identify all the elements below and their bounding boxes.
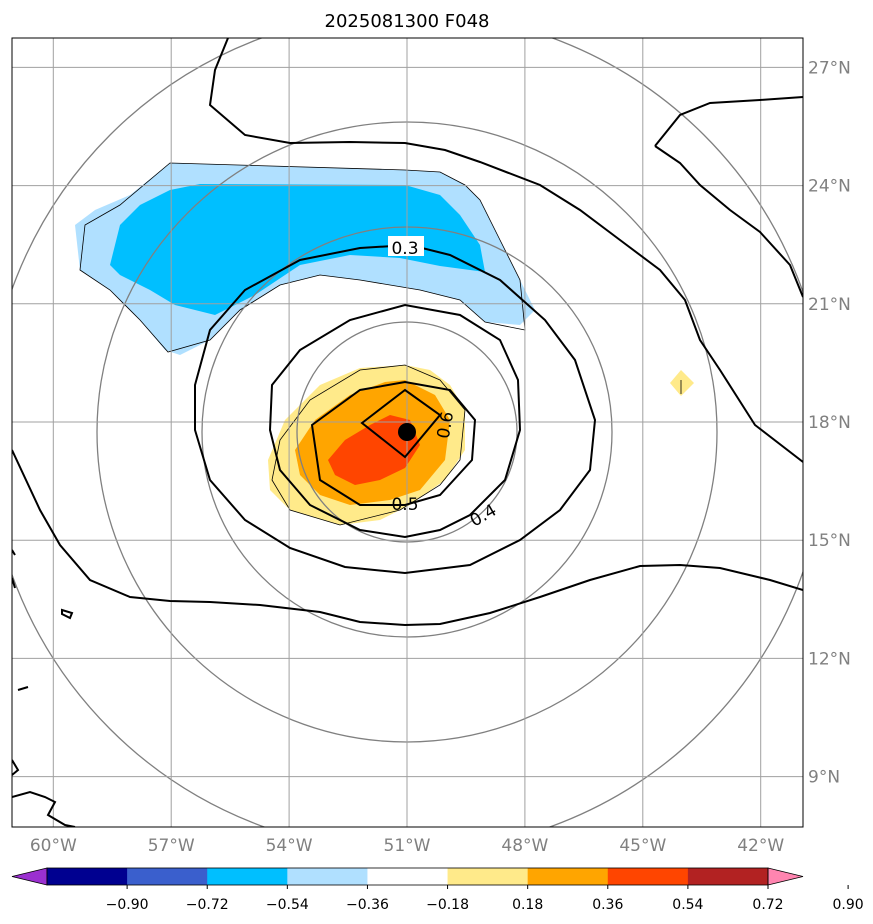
contour-label-0.6: 0.6: [434, 410, 458, 440]
colorbar-extend-low: [11, 867, 48, 886]
colorbar-segment: [607, 868, 689, 885]
latitude-labels: 27°N 24°N 21°N 18°N 15°N 12°N 9°N: [808, 58, 851, 787]
anomaly-outline: [79, 162, 682, 526]
colorbar-tick-label: 0.18: [512, 897, 543, 913]
colorbar-segment: [447, 868, 529, 885]
colorbar: [11, 867, 804, 886]
lat-label: 18°N: [808, 413, 851, 433]
contour-label-0.3: 0.3: [391, 239, 418, 259]
colorbar-segment: [127, 868, 208, 885]
graticule: [12, 38, 803, 827]
colorbar-tick-label: −0.18: [426, 897, 469, 913]
colorbar-segment: [687, 868, 769, 885]
lon-label: 45°W: [619, 836, 666, 856]
map-frame: [11, 37, 804, 828]
map-area: 0.3 0.4 0.5 0.6: [12, 38, 803, 827]
lat-label: 9°N: [808, 768, 840, 788]
colorbar-segment: [287, 868, 368, 885]
colorbar-tick-label: −0.54: [266, 897, 309, 913]
lon-label: 48°W: [501, 836, 548, 856]
colorbar-segment: [207, 868, 288, 885]
lon-label: 51°W: [384, 836, 431, 856]
contour-label-0.5: 0.5: [391, 495, 418, 515]
colorbar-tick-label: −0.90: [106, 897, 149, 913]
storm-center-marker: [398, 423, 416, 441]
colorbar-segment: [527, 868, 609, 885]
longitude-labels: 60°W 57°W 54°W 51°W 48°W 45°W 42°W: [30, 836, 785, 856]
lat-label: 27°N: [808, 58, 851, 78]
colorbar-frame: [46, 867, 769, 886]
colorbar-extend-high: [767, 867, 804, 886]
colorbar-tick-label: 0.54: [672, 897, 703, 913]
map-title: 2025081300 F048: [325, 11, 490, 32]
colorbar-tick-label: 0.90: [833, 897, 864, 913]
contour-label-0.4: 0.4: [467, 500, 500, 531]
lat-label: 24°N: [808, 177, 851, 197]
contour-lines: [12, 38, 803, 827]
colorbar-tick-label: 0.36: [592, 897, 623, 913]
lat-label: 15°N: [808, 531, 851, 551]
lon-label: 54°W: [266, 836, 313, 856]
colorbar-tick-label: −0.72: [186, 897, 229, 913]
lon-label: 42°W: [737, 836, 784, 856]
colorbar-tick-labels: −0.90 −0.72 −0.54 −0.36 −0.18 0.18 0.36 0.54 0.7…: [106, 885, 864, 913]
colorbar-segment: [47, 868, 128, 885]
lon-label: 57°W: [148, 836, 195, 856]
lat-label: 12°N: [808, 649, 851, 669]
lon-label: 60°W: [30, 836, 77, 856]
colorbar-tick-label: −0.36: [346, 897, 389, 913]
positive-anomaly-fill: [268, 365, 694, 525]
lat-label: 21°N: [808, 295, 851, 315]
colorbar-tick-label: 0.72: [752, 897, 783, 913]
colorbar-segment: [367, 868, 449, 885]
